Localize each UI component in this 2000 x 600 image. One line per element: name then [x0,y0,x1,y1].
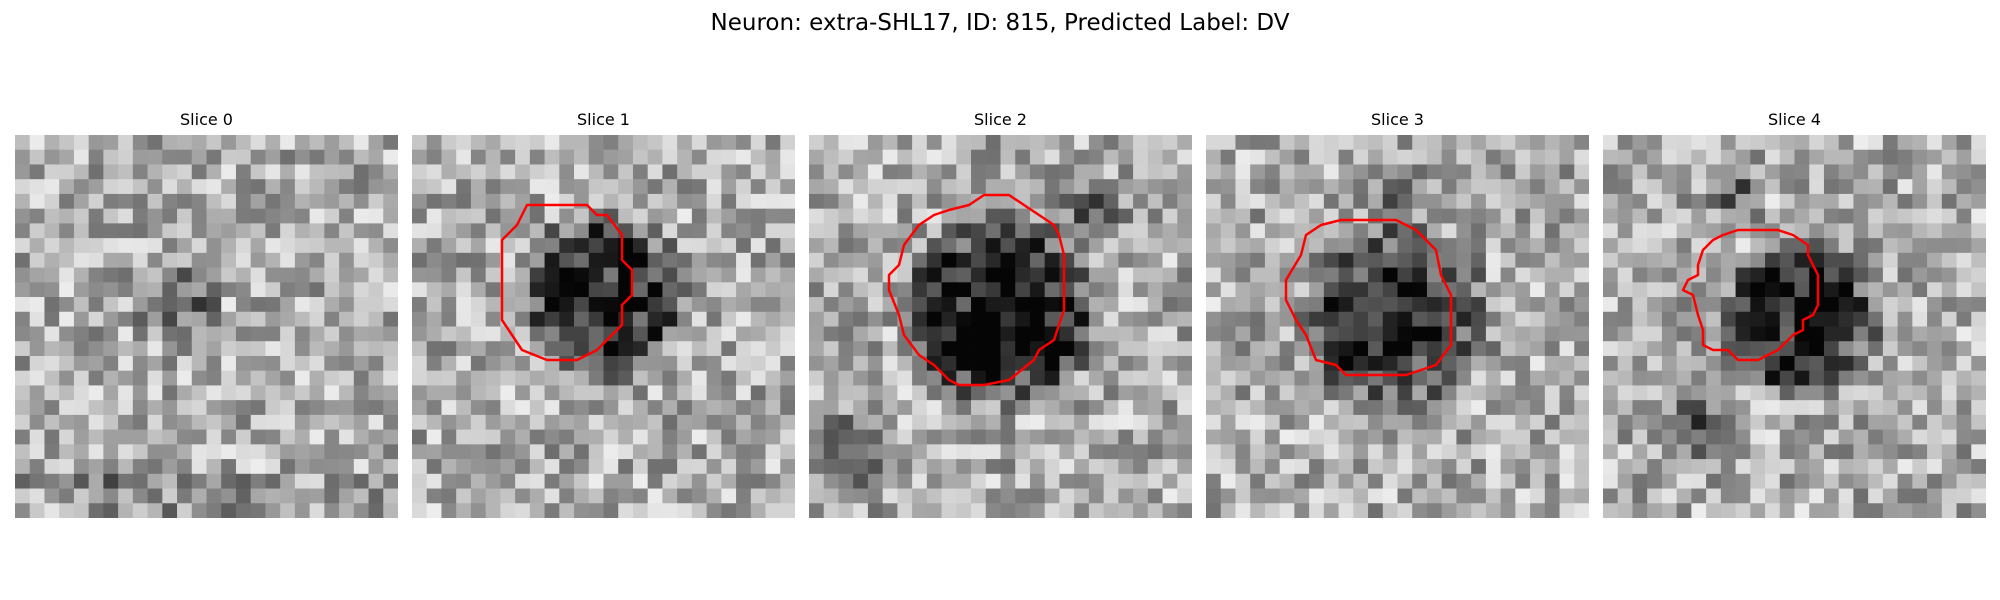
slice-image [412,135,795,518]
slice-title: Slice 1 [577,110,630,129]
slice-image [1603,135,1986,518]
slice-title: Slice 2 [974,110,1027,129]
slice-image [1206,135,1589,518]
slice-title: Slice 3 [1371,110,1424,129]
slice-panel-0: Slice 0 [15,110,398,518]
slice-image [15,135,398,518]
slice-image [809,135,1192,518]
neuron-contour [1284,218,1453,377]
neuron-contour [500,203,634,362]
neuron-contour [1681,228,1820,362]
slice-title: Slice 4 [1768,110,1821,129]
figure-title: Neuron: extra-SHL17, ID: 815, Predicted … [710,10,1290,36]
slice-panel-1: Slice 1 [412,110,795,518]
slice-panel-4: Slice 4 [1603,110,1986,518]
slice-panel-3: Slice 3 [1206,110,1589,518]
slice-title: Slice 0 [180,110,233,129]
neuron-contour [887,193,1066,387]
slice-panel-2: Slice 2 [809,110,1192,518]
